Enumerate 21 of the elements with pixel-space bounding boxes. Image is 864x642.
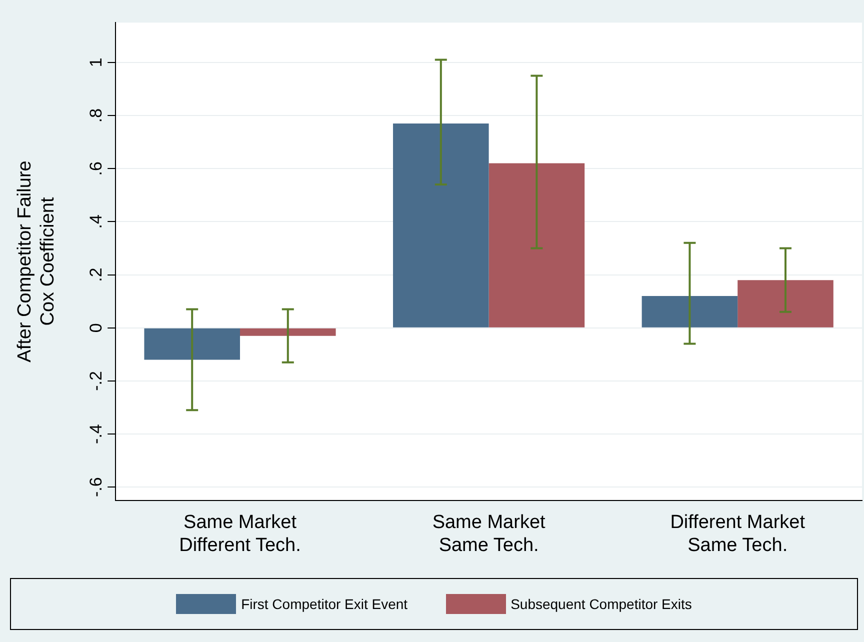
- y-tick-label: -.6: [86, 477, 106, 498]
- y-tick-label: .2: [86, 268, 106, 282]
- y-tick-label: -.4: [86, 424, 106, 444]
- bar: [488, 163, 585, 328]
- legend-label: Subsequent Competitor Exits: [510, 596, 692, 612]
- y-tick-label: .8: [86, 108, 106, 123]
- y-tick-label: .6: [86, 162, 106, 176]
- y-tick-label: 1: [86, 58, 106, 68]
- x-tick-label: Different Market Same Tech.: [670, 512, 806, 556]
- bar: [393, 123, 489, 328]
- legend-label: First Competitor Exit Event: [241, 596, 408, 612]
- y-tick-label: -.2: [86, 371, 106, 391]
- y-tick-label: .4: [86, 214, 106, 229]
- bar: [240, 328, 336, 336]
- y-axis-title: After Competitor Failure Cox Coefficient: [14, 160, 58, 362]
- x-tick-label: Same Market Different Tech.: [179, 512, 301, 556]
- bar: [144, 328, 240, 360]
- x-tick-label: Same Market Same Tech.: [432, 512, 546, 556]
- y-tick-label: 0: [86, 323, 106, 333]
- bar: [642, 296, 738, 328]
- bar: [738, 280, 834, 328]
